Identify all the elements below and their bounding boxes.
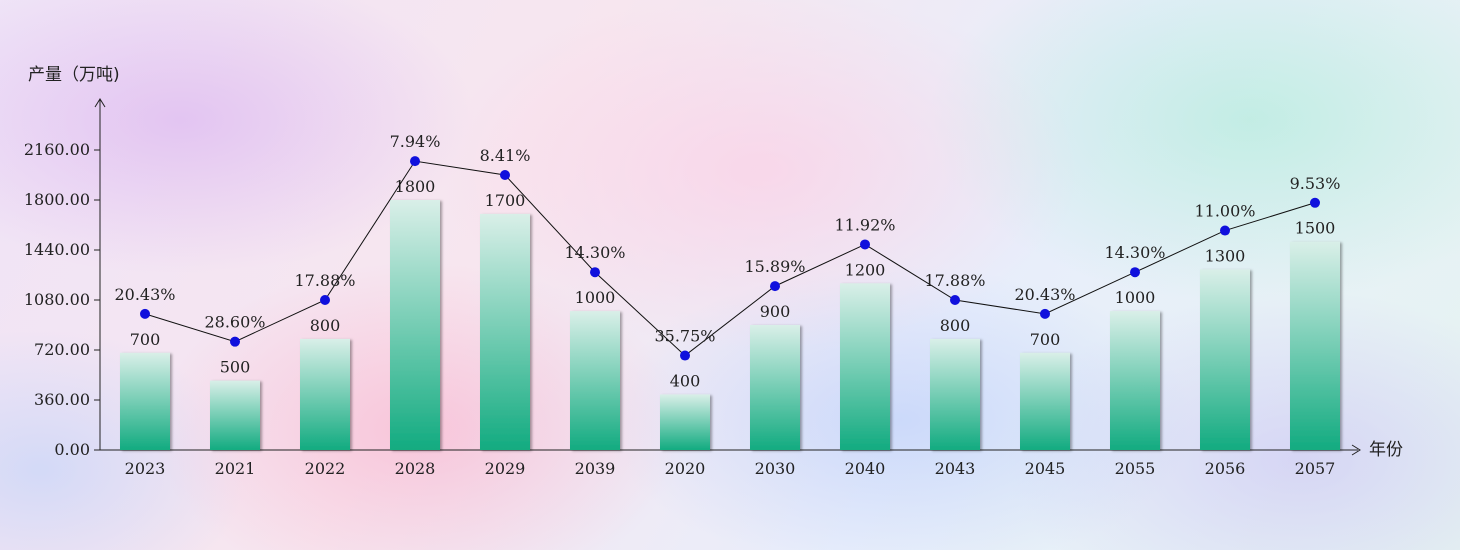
y-tick-labels: 0.00 360.00 720.00 1080.00 1440.00 1800.00 216…: [24, 140, 100, 459]
line-value-label: 28.60%: [204, 313, 265, 332]
line-value-label: 17.88%: [294, 271, 355, 290]
bar-value-label: 1200: [845, 260, 886, 279]
x-tick-label: 2023: [125, 459, 166, 478]
line-value-label: 14.30%: [564, 243, 625, 262]
bar-value-label: 1700: [485, 191, 526, 210]
x-axis: [100, 444, 1361, 456]
bar: [120, 352, 170, 450]
y-tick-label: 1080.00: [24, 290, 90, 309]
bar: [300, 338, 350, 450]
x-axis-title: 年份: [1369, 440, 1403, 460]
y-tick-label: 2160.00: [24, 140, 90, 159]
line-point: [1310, 197, 1320, 208]
bar-value-label: 700: [1030, 330, 1061, 349]
bar: [1020, 352, 1070, 450]
x-tick-label: 2028: [395, 459, 436, 478]
y-tick-label: 720.00: [34, 340, 90, 359]
x-tick-labels: 2023 2021 2022 2028 2029 2039 2020 2030 2040 2043…: [125, 459, 1336, 478]
x-tick-label: 2055: [1115, 459, 1156, 478]
line-value-label: 9.53%: [1290, 174, 1341, 193]
line-point: [1220, 225, 1230, 236]
y-tick-label: 1440.00: [24, 240, 90, 259]
x-tick-label: 2022: [305, 459, 346, 478]
bar-value-labels: 700 500 800 1800 1700 1000 400 900 1200 800 700 100…: [130, 177, 1336, 390]
line-point: [860, 239, 870, 250]
line-point: [590, 267, 600, 278]
line-value-label: 8.41%: [480, 146, 531, 165]
bar-value-label: 800: [310, 316, 341, 335]
y-tick-label: 360.00: [34, 390, 90, 409]
x-tick-label: 2043: [935, 459, 976, 478]
bar-value-label: 700: [130, 330, 161, 349]
line-value-labels: 20.43% 28.60% 17.88% 7.94% 8.41% 14.30% 35.75%…: [114, 132, 1340, 345]
line-value-label: 35.75%: [654, 327, 715, 346]
bar: [480, 213, 530, 450]
line-value-label: 11.92%: [834, 215, 895, 234]
bar-series: [120, 200, 1340, 450]
line-point: [950, 295, 960, 305]
line-value-label: 20.43%: [114, 285, 175, 304]
x-tick-label: 2029: [485, 459, 526, 478]
bar: [1110, 311, 1160, 450]
line-value-label: 20.43%: [1014, 285, 1075, 304]
line-value-label: 15.89%: [744, 257, 805, 276]
bar-value-label: 400: [670, 371, 701, 390]
bar-value-label: 500: [220, 358, 251, 377]
bar: [750, 325, 800, 450]
line-point: [320, 295, 330, 305]
bar: [1200, 269, 1250, 450]
bar-value-label: 1000: [1115, 288, 1156, 307]
line-point: [1040, 308, 1050, 319]
bar: [840, 283, 890, 450]
x-tick-label: 2057: [1295, 459, 1336, 478]
x-tick-label: 2020: [665, 459, 706, 478]
bar: [1290, 241, 1340, 450]
x-tick-label: 2030: [755, 459, 796, 478]
y-axis: [94, 98, 106, 450]
bar: [210, 380, 260, 450]
bar-value-label: 900: [760, 302, 791, 321]
bar: [570, 311, 620, 450]
line-point: [680, 350, 690, 361]
line-value-label: 7.94%: [390, 132, 441, 151]
bar: [930, 338, 980, 450]
x-tick-label: 2021: [215, 459, 256, 478]
y-tick-label: 1800.00: [24, 190, 90, 209]
y-axis-title: 产量（万吨): [28, 65, 120, 85]
line-point: [410, 156, 420, 167]
line-point: [1130, 267, 1140, 278]
line-path: [144, 160, 1316, 357]
bar: [390, 200, 440, 450]
line-series: [140, 156, 1320, 361]
line-point: [230, 336, 240, 347]
x-tick-label: 2039: [575, 459, 616, 478]
bar-value-label: 1300: [1205, 246, 1246, 265]
y-tick-label: 0.00: [54, 440, 90, 459]
bar-value-label: 800: [940, 316, 971, 335]
line-value-label: 14.30%: [1104, 243, 1165, 262]
bar-value-label: 1800: [395, 177, 436, 196]
bar-value-label: 1000: [575, 288, 616, 307]
line-point: [770, 281, 780, 292]
line-point: [500, 170, 510, 180]
x-tick-label: 2040: [845, 459, 886, 478]
bar-value-label: 1500: [1295, 219, 1336, 238]
x-tick-label: 2045: [1025, 459, 1066, 478]
line-value-label: 17.88%: [924, 271, 985, 290]
x-tick-label: 2056: [1205, 459, 1246, 478]
line-value-label: 11.00%: [1194, 202, 1255, 221]
bar: [660, 394, 710, 450]
line-point: [140, 308, 150, 319]
